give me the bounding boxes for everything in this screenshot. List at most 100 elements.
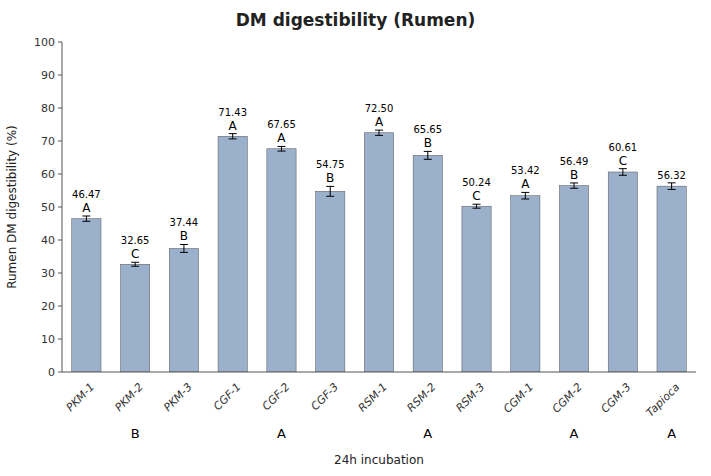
error-cap xyxy=(229,133,237,134)
x-tick-label: PKM-3 xyxy=(161,381,194,414)
y-tick-label: 0 xyxy=(48,366,55,379)
error-line xyxy=(86,216,87,221)
x-tick-label: RSM-3 xyxy=(453,381,487,415)
error-bar xyxy=(180,244,188,252)
x-tick-label: PKM-1 xyxy=(64,381,97,414)
data-label: 72.50 xyxy=(365,103,394,114)
data-label: 46.47 xyxy=(72,189,101,200)
y-tick xyxy=(58,174,62,175)
significance-label: B xyxy=(326,171,334,185)
error-line xyxy=(525,192,526,199)
error-cap xyxy=(424,159,432,160)
significance-label: A xyxy=(521,177,530,191)
x-axis-label: 24h incubation xyxy=(334,453,424,467)
bar xyxy=(559,186,588,372)
y-tick-label: 70 xyxy=(41,135,55,148)
error-bar xyxy=(424,151,432,159)
error-line xyxy=(671,183,672,190)
error-line xyxy=(281,146,282,151)
error-cap xyxy=(521,192,529,193)
x-tick-label: CGM-2 xyxy=(550,381,585,416)
error-cap xyxy=(473,204,481,205)
x-tick-label: PKM-2 xyxy=(112,381,145,414)
error-cap xyxy=(326,186,334,187)
bar xyxy=(462,206,491,372)
error-bar xyxy=(375,130,383,135)
bar xyxy=(316,191,345,372)
x-tick-label: CGM-3 xyxy=(599,381,634,416)
error-cap xyxy=(375,135,383,136)
y-axis: 0102030405060708090100 xyxy=(34,36,62,379)
error-cap xyxy=(570,182,578,183)
error-cap xyxy=(131,266,139,267)
bar xyxy=(121,264,150,372)
error-line xyxy=(330,186,331,196)
y-tick xyxy=(58,339,62,340)
y-tick xyxy=(58,273,62,274)
error-bar xyxy=(326,186,334,196)
x-tick-label: RSM-1 xyxy=(356,381,390,415)
error-cap xyxy=(131,262,139,263)
bar xyxy=(657,186,686,372)
y-tick-label: 50 xyxy=(41,201,55,214)
significance-label: C xyxy=(472,189,480,203)
y-tick xyxy=(58,108,62,109)
error-cap xyxy=(570,188,578,189)
significance-label: B xyxy=(570,168,578,182)
error-line xyxy=(427,151,428,159)
y-tick-label: 40 xyxy=(41,234,55,247)
bar xyxy=(364,133,393,372)
significance-label: A xyxy=(375,115,384,129)
error-cap xyxy=(277,151,285,152)
data-label: 32.65 xyxy=(121,235,150,246)
y-tick xyxy=(58,75,62,76)
error-cap xyxy=(424,151,432,152)
error-bar xyxy=(473,204,481,208)
significance-label: C xyxy=(619,154,627,168)
x-tick-label: RSM-2 xyxy=(405,381,439,415)
error-line xyxy=(379,130,380,135)
data-label: 60.61 xyxy=(609,142,638,153)
significance-label: A xyxy=(229,119,238,133)
y-tick xyxy=(58,240,62,241)
bars xyxy=(72,130,686,372)
bar xyxy=(413,155,442,372)
error-bar xyxy=(521,192,529,199)
error-cap xyxy=(473,208,481,209)
bar xyxy=(511,196,540,372)
chart: DM digestibility (Rumen)0102030405060708… xyxy=(0,0,711,476)
data-label: 65.65 xyxy=(413,124,442,135)
error-line xyxy=(622,169,623,176)
y-tick-label: 60 xyxy=(41,168,55,181)
error-cap xyxy=(180,244,188,245)
significance-label: B xyxy=(180,229,188,243)
data-label: 37.44 xyxy=(170,217,199,228)
group-label: A xyxy=(423,426,432,441)
y-axis-line xyxy=(62,42,63,372)
y-tick-label: 80 xyxy=(41,102,55,115)
error-line xyxy=(183,244,184,252)
y-tick-label: 10 xyxy=(41,333,55,346)
x-axis: PKM-1PKM-2PKM-3CGF-1CGF-2CGF-3RSM-1RSM-2… xyxy=(64,380,683,441)
bar xyxy=(218,136,247,372)
group-label: A xyxy=(277,426,286,441)
data-label: 67.65 xyxy=(267,119,296,130)
data-label: 53.42 xyxy=(511,165,540,176)
y-tick xyxy=(58,42,62,43)
bar xyxy=(267,149,296,372)
data-label: 54.75 xyxy=(316,159,345,170)
bar xyxy=(169,248,198,372)
error-cap xyxy=(82,221,90,222)
group-label: B xyxy=(131,426,140,441)
error-bar xyxy=(277,146,285,151)
error-cap xyxy=(277,146,285,147)
bar xyxy=(72,219,101,372)
error-cap xyxy=(326,196,334,197)
error-bar xyxy=(619,169,627,176)
error-cap xyxy=(619,168,627,169)
annotations: A46.47C32.65B37.44A71.43A67.65B54.75A72.… xyxy=(72,103,686,261)
error-cap xyxy=(668,182,676,183)
x-tick-label: CGF-3 xyxy=(309,381,341,413)
y-tick-label: 20 xyxy=(41,300,55,313)
error-bar xyxy=(668,183,676,190)
